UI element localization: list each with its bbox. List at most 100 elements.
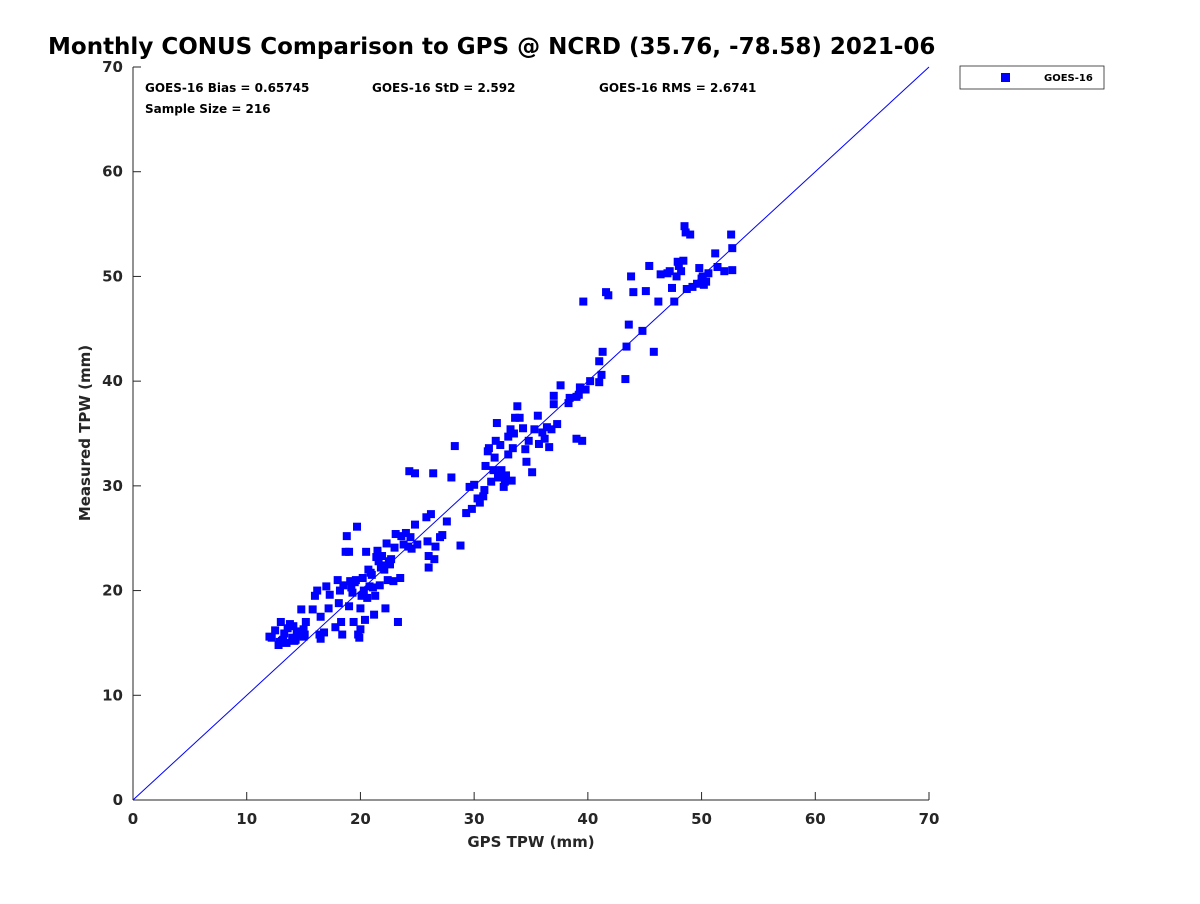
data-point bbox=[370, 610, 379, 619]
x-tick-label: 0 bbox=[128, 810, 138, 828]
x-tick-label: 40 bbox=[577, 810, 598, 828]
data-point bbox=[693, 279, 702, 288]
x-tick-label: 60 bbox=[805, 810, 826, 828]
data-point bbox=[484, 444, 493, 453]
data-point bbox=[704, 269, 713, 278]
data-point bbox=[622, 342, 631, 351]
data-point bbox=[280, 629, 289, 638]
data-point bbox=[380, 565, 389, 574]
data-point bbox=[406, 533, 415, 542]
data-point bbox=[641, 287, 650, 296]
std-annotation: GOES-16 StD = 2.592 bbox=[372, 81, 515, 95]
y-tick-label: 50 bbox=[102, 267, 123, 285]
y-tick-label: 0 bbox=[113, 791, 123, 809]
data-point bbox=[598, 347, 607, 356]
x-axis-label: GPS TPW (mm) bbox=[467, 833, 594, 851]
data-point bbox=[385, 560, 394, 569]
data-point bbox=[267, 633, 276, 642]
data-point bbox=[519, 424, 528, 433]
data-point bbox=[382, 539, 391, 548]
data-point bbox=[711, 249, 720, 258]
data-point bbox=[347, 583, 356, 592]
data-point bbox=[467, 504, 476, 513]
data-point bbox=[422, 513, 431, 522]
data-point bbox=[362, 547, 371, 556]
data-point bbox=[399, 540, 408, 549]
data-point bbox=[549, 400, 558, 409]
data-point bbox=[316, 634, 325, 643]
data-point bbox=[533, 411, 542, 420]
y-tick-label: 30 bbox=[102, 477, 123, 495]
data-point bbox=[629, 288, 638, 297]
data-point bbox=[295, 631, 304, 640]
data-point bbox=[424, 552, 433, 561]
data-point bbox=[289, 622, 298, 631]
data-point bbox=[405, 467, 414, 476]
data-point bbox=[333, 576, 342, 585]
data-point bbox=[670, 297, 679, 306]
data-point bbox=[509, 429, 518, 438]
legend-label: GOES-16 bbox=[1044, 73, 1093, 84]
data-point bbox=[556, 381, 565, 390]
data-point bbox=[283, 624, 292, 633]
data-point bbox=[698, 272, 707, 281]
data-point bbox=[315, 630, 324, 639]
data-point bbox=[301, 617, 310, 626]
data-point bbox=[581, 385, 590, 394]
data-point bbox=[357, 591, 366, 600]
data-point bbox=[397, 532, 406, 541]
data-point bbox=[276, 617, 285, 626]
data-point bbox=[372, 553, 381, 562]
data-point bbox=[522, 457, 531, 466]
data-point bbox=[547, 425, 556, 434]
data-point bbox=[308, 605, 317, 614]
data-point bbox=[490, 453, 499, 462]
data-point bbox=[355, 633, 364, 642]
data-point bbox=[299, 625, 308, 634]
data-point bbox=[728, 244, 737, 253]
data-point bbox=[540, 434, 549, 443]
data-point bbox=[524, 436, 533, 445]
reference-line bbox=[132, 66, 930, 801]
data-point bbox=[379, 561, 388, 570]
data-point bbox=[393, 617, 402, 626]
data-point bbox=[668, 283, 677, 292]
plot-area: 0 10 20 30 40 50 60 70 0 10 20 30 40 50 60 70 bbox=[102, 58, 939, 828]
data-point bbox=[390, 543, 399, 552]
data-point bbox=[325, 590, 334, 599]
data-point bbox=[673, 257, 682, 266]
data-point bbox=[465, 482, 474, 491]
data-point bbox=[423, 537, 432, 546]
y-tick-label: 60 bbox=[102, 163, 123, 181]
data-point bbox=[351, 576, 360, 585]
data-point bbox=[462, 509, 471, 518]
data-point bbox=[491, 436, 500, 445]
data-point bbox=[578, 436, 587, 445]
data-point bbox=[501, 471, 510, 480]
data-point bbox=[579, 297, 588, 306]
data-point bbox=[342, 532, 351, 541]
data-point bbox=[538, 428, 547, 437]
data-point bbox=[507, 476, 516, 485]
data-point bbox=[654, 297, 663, 306]
data-point bbox=[674, 261, 683, 270]
y-tick-label: 40 bbox=[102, 372, 123, 390]
data-point bbox=[345, 547, 354, 556]
data-point bbox=[672, 272, 681, 281]
data-point bbox=[368, 583, 377, 592]
data-point bbox=[456, 541, 465, 550]
data-point bbox=[271, 626, 280, 635]
data-point bbox=[424, 563, 433, 572]
data-point bbox=[595, 378, 604, 387]
data-point bbox=[337, 617, 346, 626]
data-point bbox=[391, 530, 400, 539]
data-point bbox=[604, 291, 613, 300]
data-point bbox=[575, 383, 584, 392]
data-point bbox=[277, 636, 286, 645]
data-point bbox=[383, 576, 392, 585]
data-point bbox=[360, 615, 369, 624]
data-point bbox=[387, 555, 396, 564]
data-point bbox=[504, 432, 513, 441]
